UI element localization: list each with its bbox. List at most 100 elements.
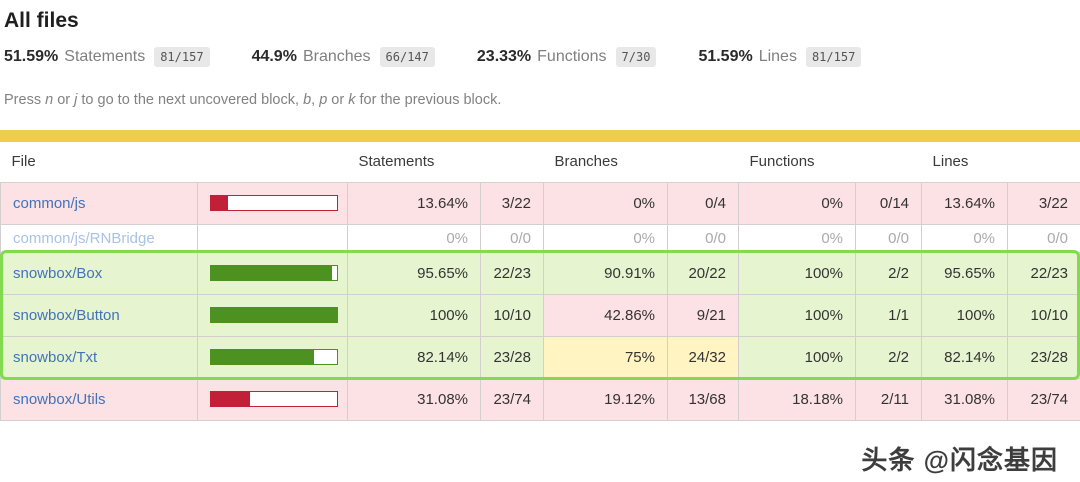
cell-lines-pct: 82.14% <box>921 335 1009 379</box>
lines-fraction: 81/157 <box>805 47 862 67</box>
cell-functions-fraction: 0/14 <box>854 181 923 225</box>
coverage-bar <box>210 391 338 407</box>
cell-statements-fraction: 23/28 <box>480 335 544 379</box>
coverage-table: File Statements Branches Functions Lines… <box>0 142 1080 421</box>
coverage-bar <box>210 195 338 211</box>
lines-label: Lines <box>758 48 797 65</box>
cell-functions-pct: 100% <box>738 251 856 295</box>
coverage-table-wrap: File Statements Branches Functions Lines… <box>0 142 1080 421</box>
cell-branches-fraction: 9/21 <box>667 293 739 337</box>
cell-branches-pct: 19.12% <box>543 377 668 421</box>
branches-fraction: 66/147 <box>379 47 435 67</box>
cell-functions-fraction: 2/2 <box>854 335 923 379</box>
lines-pct: 51.59% <box>698 48 753 65</box>
key-p: p <box>319 92 328 108</box>
coverage-bar-fill <box>211 350 315 364</box>
cell-statements-fraction: 3/22 <box>480 181 544 225</box>
cell-functions-pct: 0% <box>738 181 856 225</box>
cell-branches-fraction: 0/0 <box>667 223 739 253</box>
cell-file: common/js <box>0 181 198 225</box>
col-header-statements[interactable]: Statements <box>347 142 544 182</box>
coverage-bar-fill <box>211 266 332 280</box>
coverage-bar-fill <box>211 392 251 406</box>
cell-functions-fraction: 2/11 <box>854 377 923 421</box>
col-header-functions[interactable]: Functions <box>738 142 922 182</box>
cell-chart <box>197 377 348 421</box>
cell-functions-fraction: 2/2 <box>854 251 923 295</box>
cell-statements-fraction: 10/10 <box>480 293 544 337</box>
cell-chart <box>197 335 348 379</box>
key-b: b <box>303 92 312 108</box>
cell-functions-pct: 100% <box>738 293 856 337</box>
col-header-chart <box>197 142 348 182</box>
branches-pct: 44.9% <box>251 48 297 65</box>
cell-lines-pct: 0% <box>921 223 1009 253</box>
cell-chart <box>197 293 348 337</box>
cell-lines-fraction: 0/0 <box>1007 223 1080 253</box>
page-title: All files <box>4 9 79 32</box>
coverage-header: All files 51.59% Statements 81/157 44.9%… <box>0 0 1080 108</box>
cell-statements-pct: 31.08% <box>347 377 481 421</box>
key-n: n <box>45 92 54 108</box>
cell-file: snowbox/Button <box>0 293 198 337</box>
cell-functions-fraction: 1/1 <box>854 293 923 337</box>
cell-statements-pct: 100% <box>347 293 481 337</box>
cell-statements-pct: 95.65% <box>347 251 481 295</box>
cell-statements-fraction: 23/74 <box>480 377 544 421</box>
col-header-branches[interactable]: Branches <box>543 142 739 182</box>
col-header-file[interactable]: File <box>0 142 198 182</box>
table-row: common/js 13.64% 3/22 0% 0/4 0% 0/14 13.64% 3/22 <box>0 181 1080 225</box>
cell-functions-fraction: 0/0 <box>854 223 923 253</box>
cell-chart <box>197 251 348 295</box>
branches-label: Branches <box>302 48 371 65</box>
coverage-bar-fill <box>211 308 337 322</box>
coverage-bar <box>210 265 338 281</box>
cell-branches-pct: 0% <box>543 181 668 225</box>
key-j: j <box>74 92 78 108</box>
file-link[interactable]: common/js <box>13 194 86 212</box>
cell-file: common/js/RNBridge <box>0 223 198 253</box>
file-link[interactable]: common/js/RNBridge <box>13 229 155 247</box>
cell-statements-pct: 0% <box>347 223 481 253</box>
coverage-bar <box>210 307 338 323</box>
status-line-medium <box>0 130 1080 142</box>
file-link[interactable]: snowbox/Utils <box>13 390 106 408</box>
file-link[interactable]: snowbox/Button <box>13 306 120 324</box>
coverage-bar <box>210 349 338 365</box>
cell-functions-pct: 18.18% <box>738 377 856 421</box>
cell-branches-fraction: 13/68 <box>667 377 739 421</box>
cell-lines-fraction: 23/74 <box>1007 377 1080 421</box>
statements-pct: 51.59% <box>4 48 59 65</box>
cell-lines-pct: 95.65% <box>921 251 1009 295</box>
cell-chart <box>197 223 348 253</box>
cell-lines-fraction: 10/10 <box>1007 293 1080 337</box>
table-row: snowbox/Utils 31.08% 23/74 19.12% 13/68 18.18… <box>0 377 1080 421</box>
file-link[interactable]: snowbox/Box <box>13 264 103 282</box>
table-header-row: File Statements Branches Functions Lines <box>0 142 1080 182</box>
summary-functions: 23.33% Functions 7/30 <box>477 47 657 67</box>
cell-branches-pct: 42.86% <box>543 293 668 337</box>
cell-lines-fraction: 23/28 <box>1007 335 1080 379</box>
summary-statements: 51.59% Statements 81/157 <box>4 47 210 67</box>
cell-statements-fraction: 0/0 <box>480 223 544 253</box>
cell-branches-fraction: 20/22 <box>667 251 739 295</box>
functions-fraction: 7/30 <box>615 47 657 67</box>
cell-lines-pct: 31.08% <box>921 377 1009 421</box>
cell-branches-fraction: 24/32 <box>667 335 739 379</box>
cell-file: snowbox/Txt <box>0 335 198 379</box>
table-row: snowbox/Txt 82.14% 23/28 75% 24/32 100% 2/2 82.… <box>0 335 1080 379</box>
cell-file: snowbox/Box <box>0 251 198 295</box>
summary-lines: 51.59% Lines 81/157 <box>698 47 862 67</box>
cell-branches-pct: 90.91% <box>543 251 668 295</box>
cell-functions-pct: 0% <box>738 223 856 253</box>
cell-statements-pct: 82.14% <box>347 335 481 379</box>
cell-statements-fraction: 22/23 <box>480 251 544 295</box>
cell-lines-pct: 13.64% <box>921 181 1009 225</box>
file-link[interactable]: snowbox/Txt <box>13 348 98 366</box>
functions-label: Functions <box>537 48 607 65</box>
cell-chart <box>197 181 348 225</box>
statements-fraction: 81/157 <box>154 47 210 67</box>
summary-branches: 44.9% Branches 66/147 <box>252 47 435 67</box>
col-header-lines[interactable]: Lines <box>921 142 1080 182</box>
cell-lines-fraction: 3/22 <box>1007 181 1080 225</box>
